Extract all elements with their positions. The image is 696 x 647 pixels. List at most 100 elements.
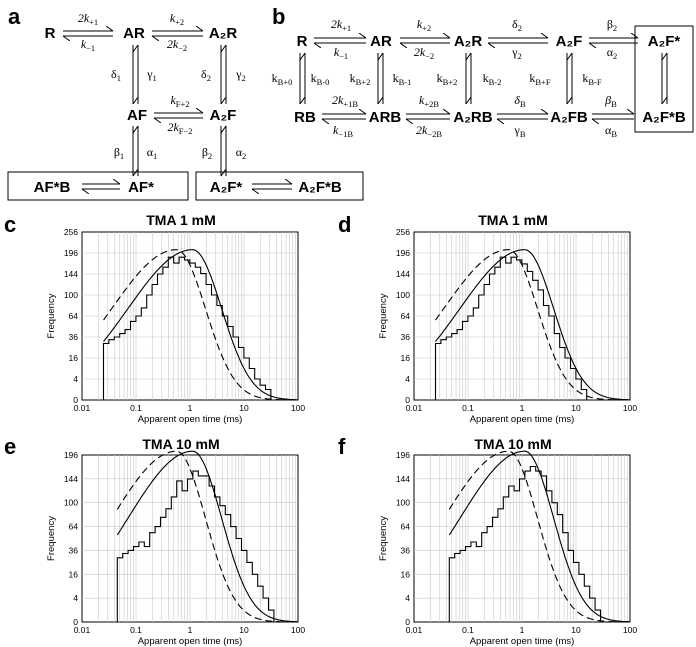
- y-tick-label: 256: [64, 227, 78, 237]
- x-axis-label: Apparent open time (ms): [470, 414, 575, 425]
- x-tick-label: 100: [291, 403, 305, 413]
- y-tick-label: 196: [396, 248, 410, 258]
- rate-label: kB-2: [483, 71, 502, 87]
- rate-label: β2: [607, 17, 617, 33]
- state-AR-b: AR: [370, 33, 392, 50]
- fit-curve-solid: [103, 249, 298, 401]
- x-tick-label: 0.01: [74, 403, 91, 413]
- panel-title: TMA 1 mM: [478, 212, 547, 228]
- rate-label: β2: [202, 145, 212, 161]
- x-tick-label: 0.01: [406, 403, 423, 413]
- fit-curve-solid: [116, 450, 298, 623]
- histogram-panel-f: TMA 10 mM 0 4 16 36 64 100 144 196 0.01 0.1 1 10 100 A…: [378, 436, 637, 647]
- state-A2F: A₂F: [210, 107, 237, 124]
- rate-label: γ1: [146, 67, 157, 83]
- x-tick-label: 1: [188, 625, 193, 635]
- y-tick-label: 144: [396, 269, 410, 279]
- histogram-panel-d: TMA 1 mM 0 4 16 36 64 100 144 196 256 0.01 0.1 1 10 10…: [378, 212, 637, 425]
- x-tick-label: 0.1: [462, 625, 474, 635]
- histogram-bars: [116, 470, 280, 623]
- x-axis-label: Apparent open time (ms): [138, 414, 243, 425]
- x-tick-label: 1: [520, 625, 525, 635]
- histogram-panel-c: TMA 1 mM 0 4 16 36 64 100 144 196 256 0.01 0.1 1 10 10…: [46, 212, 305, 425]
- x-tick-label: 10: [571, 403, 581, 413]
- panel-label-d: d: [338, 212, 351, 237]
- histogram-panel-e: TMA 10 mM 0 4 16 36 64 100 144 196 0.01 0.1 1 10 100 A…: [46, 436, 305, 647]
- rate-label: kB-F: [582, 71, 602, 87]
- y-tick-label: 4: [405, 593, 410, 603]
- rate-label: k+2: [417, 17, 431, 33]
- y-tick-label: 64: [69, 311, 79, 321]
- x-tick-label: 0.1: [130, 403, 142, 413]
- state-AF: AF: [127, 107, 147, 124]
- y-tick-label: 36: [401, 545, 411, 555]
- kinetic-scheme-a: R AR A₂R AF A₂F AF*B AF* A₂F* A₂F*B 2k+1…: [7, 11, 364, 201]
- y-tick-label: 0: [73, 617, 78, 627]
- state-AFsB: AF*B: [34, 179, 71, 196]
- state-A2FsB: A₂F*B: [642, 109, 685, 126]
- rate-label: β1: [114, 145, 124, 161]
- y-tick-label: 100: [64, 498, 78, 508]
- y-tick-label: 16: [401, 569, 411, 579]
- x-tick-label: 10: [571, 625, 581, 635]
- rate-label: kB-0: [311, 71, 330, 87]
- rate-label: δB: [514, 93, 526, 109]
- fit-curve-solid: [448, 450, 630, 623]
- x-tick-label: 10: [239, 625, 249, 635]
- y-tick-label: 256: [396, 227, 410, 237]
- y-tick-label: 4: [73, 374, 78, 384]
- y-tick-label: 100: [64, 290, 78, 300]
- rate-label: k−1: [81, 37, 95, 53]
- y-tick-label: 0: [73, 395, 78, 405]
- state-box-AF-bound: [7, 171, 189, 201]
- y-tick-label: 36: [69, 332, 79, 342]
- fit-curve-dashed: [103, 249, 298, 401]
- x-tick-label: 100: [623, 403, 637, 413]
- y-tick-label: 64: [401, 311, 411, 321]
- rate-label: α2: [607, 45, 618, 61]
- rate-label: k−1: [334, 45, 348, 61]
- x-tick-label: 100: [623, 625, 637, 635]
- state-A2F-b: A₂F: [556, 33, 583, 50]
- y-tick-label: 196: [64, 450, 78, 460]
- state-A2R-b: A₂R: [454, 33, 482, 50]
- y-tick-label: 36: [401, 332, 411, 342]
- panel-label-f: f: [338, 434, 346, 459]
- histogram-bars: [434, 256, 593, 401]
- y-axis-label: Frequency: [46, 293, 57, 338]
- rate-label: γB: [514, 123, 526, 139]
- rate-label: k−1B: [333, 123, 353, 139]
- rate-label: βB: [604, 93, 617, 109]
- y-tick-label: 4: [405, 374, 410, 384]
- state-AFs: AF*: [128, 179, 154, 196]
- state-R-b: R: [297, 33, 308, 50]
- panel-label-b: b: [272, 4, 285, 29]
- histogram-bars: [448, 465, 606, 623]
- y-tick-label: 0: [405, 395, 410, 405]
- rate-label: 2k+1B: [332, 93, 358, 109]
- rate-label: kB-1: [393, 71, 412, 87]
- y-tick-label: 196: [396, 450, 410, 460]
- rate-label: 2k−2B: [416, 123, 442, 139]
- state-A2R: A₂R: [209, 25, 237, 42]
- y-axis-label: Frequency: [378, 293, 389, 338]
- state-A2FsB: A₂F*B: [298, 179, 341, 196]
- rate-label: δ1: [111, 67, 121, 83]
- panel-label-e: e: [4, 434, 16, 459]
- y-tick-label: 4: [73, 593, 78, 603]
- fit-curve-solid: [435, 249, 630, 401]
- y-tick-label: 100: [396, 498, 410, 508]
- fit-curve-dashed: [116, 450, 298, 623]
- rate-label: 2k−2: [167, 37, 187, 53]
- rate-label: αB: [605, 123, 617, 139]
- x-axis-label: Apparent open time (ms): [470, 636, 575, 647]
- rate-label: 2k+1: [331, 17, 351, 33]
- panel-title: TMA 1 mM: [146, 212, 215, 228]
- x-tick-label: 1: [188, 403, 193, 413]
- panel-label-a: a: [8, 4, 21, 29]
- y-tick-label: 16: [401, 353, 411, 363]
- y-axis-label: Frequency: [378, 516, 389, 561]
- y-tick-label: 144: [396, 474, 410, 484]
- rate-label: α1: [147, 145, 158, 161]
